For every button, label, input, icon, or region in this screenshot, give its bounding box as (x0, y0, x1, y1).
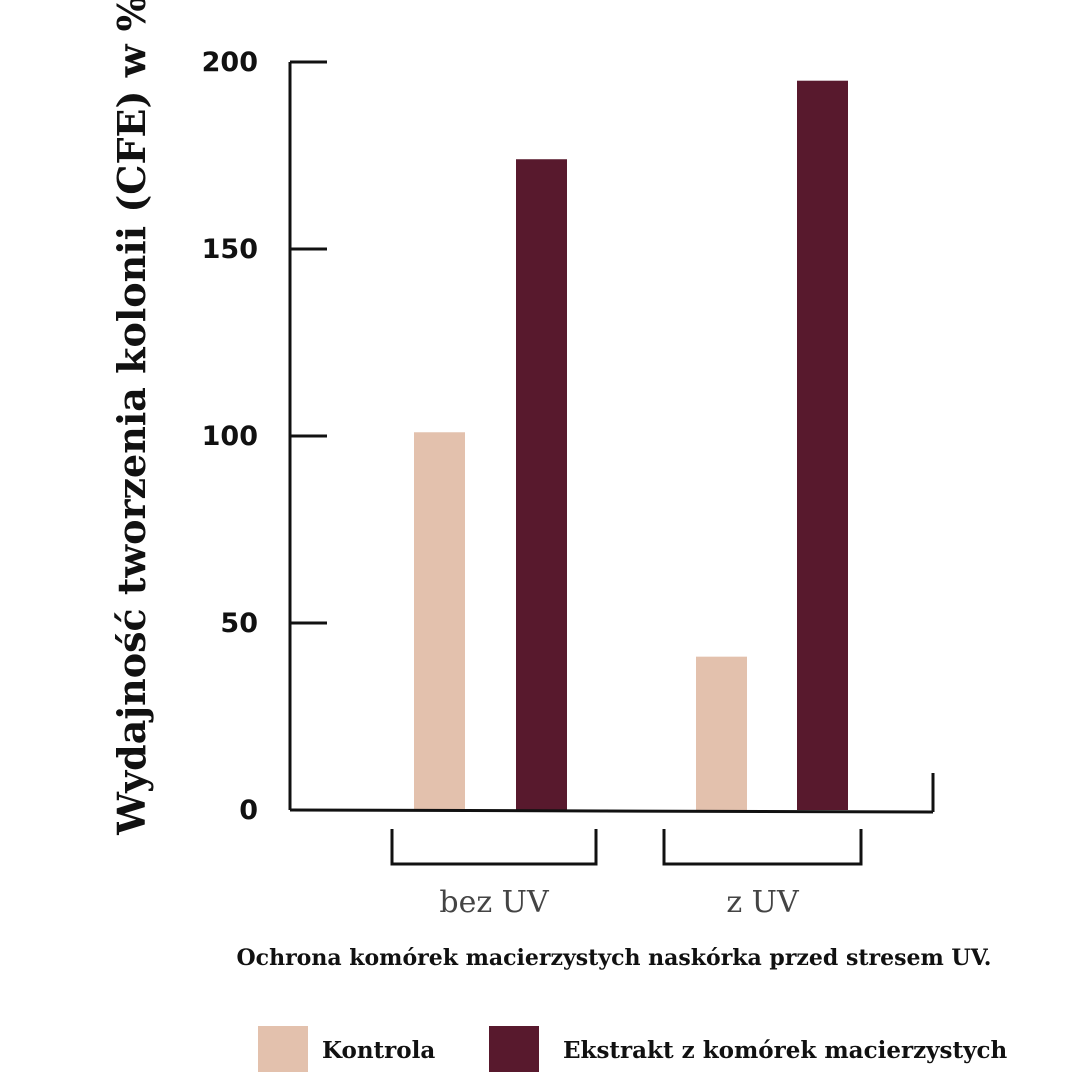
chart-caption: Ochrona komórek macierzystych naskórka p… (237, 945, 992, 971)
legend: Kontrola Ekstrakt z komórek macierzystych (258, 1026, 1007, 1072)
legend-label: Kontrola (322, 1037, 435, 1064)
bar (696, 656, 747, 810)
category-label: z UV (726, 885, 800, 920)
x-axis: bez UV z UV (289, 773, 935, 920)
legend-swatch (489, 1026, 539, 1072)
category-bracket (390, 829, 598, 866)
y-axis: 0 50 100 150 200 (202, 47, 327, 826)
category-label: bez UV (439, 885, 550, 920)
y-tick-label: 200 (202, 47, 258, 78)
legend-label: Ekstrakt z komórek macierzystych (563, 1037, 1007, 1064)
x-axis-line (289, 808, 934, 814)
y-tick-label: 0 (239, 795, 258, 826)
y-tick-label: 50 (220, 608, 258, 639)
category-bracket (662, 829, 863, 866)
y-axis-label: Wydajność tworzenia kolonii (CFE) w % (109, 0, 154, 836)
y-tick-label: 150 (202, 234, 258, 265)
bars (414, 80, 848, 811)
legend-swatch (258, 1026, 308, 1072)
bar (516, 159, 567, 811)
bar (797, 80, 848, 810)
bar (414, 432, 465, 810)
y-tick-label: 100 (202, 421, 258, 452)
